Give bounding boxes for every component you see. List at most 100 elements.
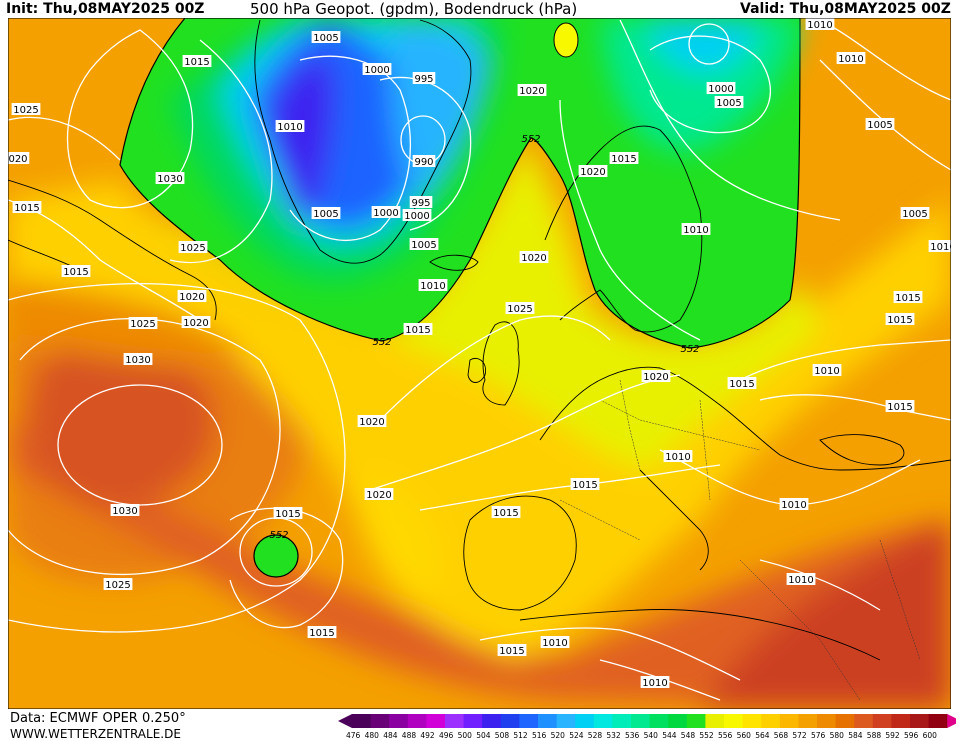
colorbar-swatch (668, 714, 688, 728)
isobar-label: 1010 (786, 573, 816, 586)
colorbar-tick-label: 588 (866, 731, 882, 740)
svg-text:1020: 1020 (183, 318, 208, 329)
isobar-label: 1015 (182, 55, 212, 68)
colorbar-swatch (519, 714, 539, 728)
field-560 (8, 150, 951, 660)
colorbar-swatch (835, 714, 855, 728)
svalbard-blob (553, 22, 579, 58)
svg-text:1015: 1015 (275, 509, 300, 520)
weather-map: 552 552 552 552 1005 1015 1000 995 1020 1010 1010… (8, 18, 951, 709)
isobar-label: 1020 (578, 165, 608, 178)
colorbar-swatch (407, 714, 427, 728)
svg-text:1010: 1010 (788, 575, 813, 586)
colorbar-tick-label: 592 (885, 731, 900, 740)
svg-text:1020: 1020 (519, 86, 544, 97)
contour-label: 552 (372, 337, 391, 348)
svg-text:1015: 1015 (405, 325, 430, 336)
colorbar-tick-label: 560 (736, 731, 751, 740)
colorbar-tick-label: 504 (476, 731, 491, 740)
svg-text:1020: 1020 (359, 417, 384, 428)
colorbar-swatch (817, 714, 837, 728)
isobar-label: 1005 (409, 238, 439, 251)
isobar-label: 1020 (519, 251, 549, 264)
isobar-label: 1025 (128, 317, 158, 330)
colorbar (338, 714, 956, 728)
svg-text:1025: 1025 (180, 243, 205, 254)
svg-text:1025: 1025 (13, 105, 38, 116)
svg-text:1005: 1005 (902, 209, 927, 220)
colorbar-tick-label: 596 (904, 731, 919, 740)
isobar-label: 995 (412, 72, 436, 85)
colorbar-swatch (631, 714, 651, 728)
isobar-label: 1015 (12, 201, 42, 214)
colorbar-tick-label: 544 (662, 731, 677, 740)
colorbar-swatch (779, 714, 799, 728)
colorbar-swatch (910, 714, 930, 728)
contour-552-labels: 552 552 552 552 (269, 134, 699, 541)
isobar-label: 1020 (177, 290, 207, 303)
ne-low-524 (650, 18, 760, 73)
svg-text:1010: 1010 (665, 452, 690, 463)
isobar-label: 1025 (178, 241, 208, 254)
colorbar-swatch (556, 714, 576, 728)
colorbar-tick-label: 568 (773, 731, 789, 740)
isobar-label: 1030 (123, 353, 153, 366)
isobar-label: 1015 (403, 323, 433, 336)
colorbar-swatch (370, 714, 390, 728)
colorbar-tick-label: 484 (383, 731, 398, 740)
svg-text:1015: 1015 (895, 293, 920, 304)
isobar-label: 1000 (402, 209, 432, 222)
svg-text:1025: 1025 (130, 319, 155, 330)
isobar-label: 1020 (357, 415, 387, 428)
data-source: Data: ECMWF OPER 0.250° (10, 711, 186, 726)
isobar-label: 1020 (641, 370, 671, 383)
contour-label: 552 (680, 344, 699, 355)
svg-text:1000: 1000 (404, 211, 429, 222)
svg-text:1015: 1015 (184, 57, 209, 68)
init-time: Init: Thu,08MAY2025 00Z (6, 1, 205, 17)
coastlines (8, 19, 951, 661)
colorbar-swatch (593, 714, 613, 728)
colorbar-swatch (445, 714, 465, 728)
colorbar-swatch (891, 714, 911, 728)
colorbar-tick-label: 516 (532, 731, 547, 740)
svg-text:1010: 1010 (814, 366, 839, 377)
trough-500 (270, 57, 334, 220)
isobar-label: 1020 (364, 488, 394, 501)
colorbar-swatch (482, 714, 502, 728)
svg-text:1025: 1025 (507, 304, 532, 315)
colorbar-swatch (761, 714, 781, 728)
field-552 (140, 140, 820, 470)
isobar-label: 1010 (812, 364, 842, 377)
isobar-label: 020 (8, 152, 30, 165)
colorbar-swatch (649, 714, 669, 728)
isobar-label: 1015 (61, 265, 91, 278)
colorbar-tick-label: 512 (513, 731, 528, 740)
colorbar-tick-label: 576 (811, 731, 826, 740)
isobar-label: 1005 (900, 207, 930, 220)
isobar-label: 1015 (570, 478, 600, 491)
svg-text:1020: 1020 (521, 253, 546, 264)
svg-text:1010: 1010 (838, 54, 863, 65)
svg-text:1010: 1010 (542, 638, 567, 649)
contour-label: 552 (521, 134, 540, 145)
isobar-label: 1020 (517, 84, 547, 97)
colorbar-tick-label: 508 (494, 731, 510, 740)
field-584-se (700, 520, 951, 709)
isobar-label: 1000 (362, 63, 392, 76)
colorbar-swatch (352, 714, 372, 728)
colorbar-swatch (389, 714, 409, 728)
field-572-w (8, 316, 307, 582)
svg-text:1030: 1030 (157, 174, 182, 185)
colorbar-tick-label: 600 (922, 731, 937, 740)
svg-text:1015: 1015 (611, 154, 636, 165)
svg-text:1015: 1015 (63, 267, 88, 278)
colorbar-swatch (705, 714, 725, 728)
colorbar-high-arrow (947, 714, 956, 728)
isobar-label: 1015 (727, 377, 757, 390)
isobar-label: 1010 (805, 18, 835, 31)
field-568 (8, 280, 240, 366)
svg-text:1000: 1000 (373, 208, 398, 219)
svg-text:1020: 1020 (643, 372, 668, 383)
svg-text:1005: 1005 (867, 120, 892, 131)
